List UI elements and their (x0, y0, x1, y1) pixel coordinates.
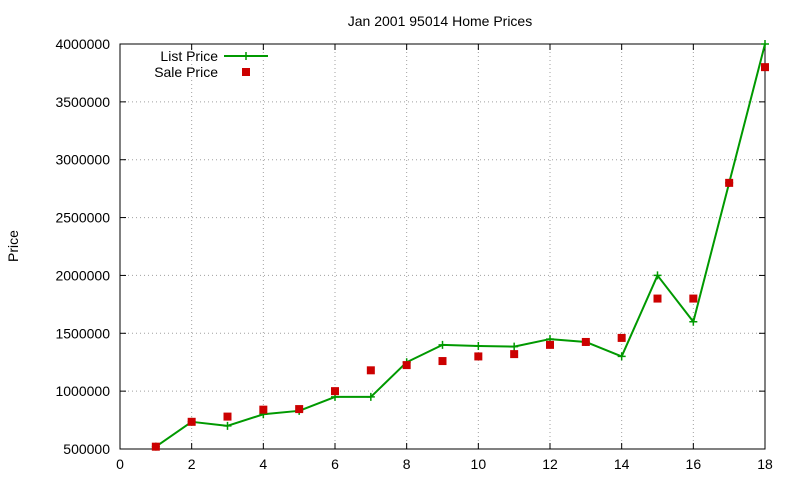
chart-title: Jan 2001 95014 Home Prices (348, 13, 532, 29)
sale-price-point (474, 352, 483, 361)
list-price-point (438, 340, 447, 349)
x-tick-label: 14 (614, 456, 630, 472)
x-tick-label: 2 (188, 456, 196, 472)
list-price-point (510, 342, 519, 351)
sale-price-point (438, 357, 447, 366)
x-tick-label: 16 (686, 456, 702, 472)
legend-square-swatch (242, 68, 250, 76)
sale-price-point (223, 412, 232, 421)
legend-label: List Price (160, 48, 218, 64)
x-tick-label: 4 (259, 456, 267, 472)
list-price-point (474, 342, 483, 351)
sale-price-point (689, 294, 698, 303)
y-axis: 500000 1000000 1500000 2000000 2500000 300000… (55, 36, 765, 457)
y-tick-label: 3500000 (55, 94, 110, 110)
y-tick-label: 4000000 (55, 36, 110, 52)
sale-price-point (761, 63, 769, 72)
x-tick-label: 6 (331, 456, 339, 472)
x-tick-label: 0 (116, 456, 124, 472)
list-price-point (761, 40, 769, 48)
y-tick-label: 1000000 (55, 383, 110, 399)
sale-price-point (259, 405, 268, 414)
sale-price-point (725, 178, 734, 187)
sale-price-point (581, 337, 590, 346)
list-price-line (155, 43, 766, 448)
legend-plus-marker (242, 52, 250, 60)
sale-price-point (402, 361, 411, 370)
series-sale-price (151, 63, 769, 451)
list-price-point (653, 271, 662, 280)
y-tick-label: 2500000 (55, 210, 110, 226)
plot-frame (119, 43, 766, 450)
grid (120, 44, 765, 449)
sale-price-point (546, 340, 554, 349)
y-tick-label: 500000 (63, 441, 110, 457)
list-price-point (689, 317, 698, 326)
y-tick-label: 2000000 (55, 267, 110, 283)
sale-price-point (510, 350, 519, 359)
list-price-point (223, 421, 232, 430)
legend-label: Sale Price (154, 64, 218, 80)
x-tick-label: 12 (542, 456, 558, 472)
sale-price-point (366, 366, 375, 375)
x-tick-label: 10 (471, 456, 487, 472)
list-price-point (617, 352, 626, 361)
x-tick-label: 8 (403, 456, 411, 472)
sale-price-point (187, 417, 196, 426)
sale-price-point (295, 405, 304, 414)
sale-price-point (151, 442, 160, 451)
sale-price-point (617, 333, 626, 342)
series-layer (151, 40, 769, 451)
sale-price-point (331, 387, 339, 396)
x-axis: 0 2 4 6 8 10 12 14 16 18 (116, 44, 773, 472)
sale-price-point (653, 294, 662, 303)
y-tick-label: 1500000 (55, 325, 110, 341)
x-tick-label: 18 (757, 456, 773, 472)
y-axis-label: Price (5, 230, 21, 262)
y-tick-label: 3000000 (55, 152, 110, 168)
list-price-point (366, 392, 375, 401)
